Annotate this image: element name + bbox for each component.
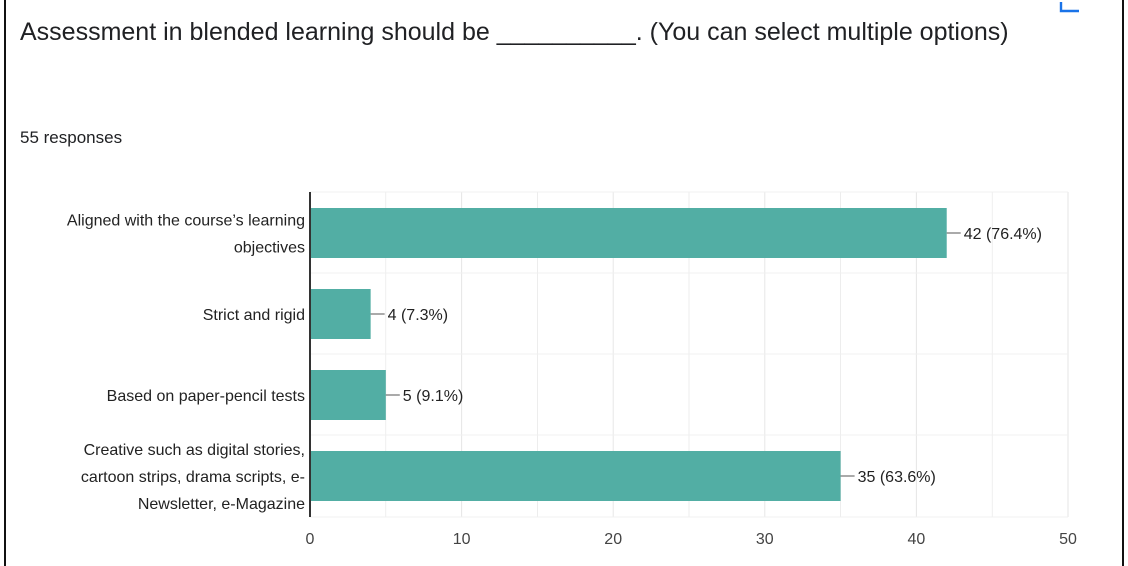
x-tick-label: 30 [756, 531, 774, 548]
x-tick-label: 40 [908, 531, 926, 548]
bar-0 [310, 208, 947, 258]
bar-2 [310, 370, 386, 420]
bar-1 [310, 289, 371, 339]
chart-card [4, 0, 1124, 566]
category-label: Newsletter, e-Magazine [138, 496, 305, 513]
value-label: 5 (9.1%) [403, 388, 463, 405]
x-tick-label: 0 [306, 531, 315, 548]
category-label: Aligned with the course’s learning [67, 213, 305, 230]
value-label: 4 (7.3%) [388, 307, 448, 324]
bar-3 [310, 451, 841, 501]
category-label: cartoon strips, drama scripts, e- [81, 469, 305, 486]
category-label: Based on paper-pencil tests [107, 388, 305, 405]
value-label: 42 (76.4%) [964, 226, 1042, 243]
category-label: Strict and rigid [203, 307, 305, 324]
category-label: objectives [234, 240, 305, 257]
category-label: Creative such as digital stories, [84, 442, 305, 459]
x-tick-label: 20 [604, 531, 622, 548]
response-count: 55 responses [20, 128, 123, 147]
value-label: 35 (63.6%) [858, 469, 936, 486]
copy-chart-icon[interactable] [1058, 0, 1082, 16]
x-tick-label: 10 [453, 531, 471, 548]
x-tick-label: 50 [1059, 531, 1077, 548]
question-title: Assessment in blended learning should be… [20, 18, 1009, 46]
